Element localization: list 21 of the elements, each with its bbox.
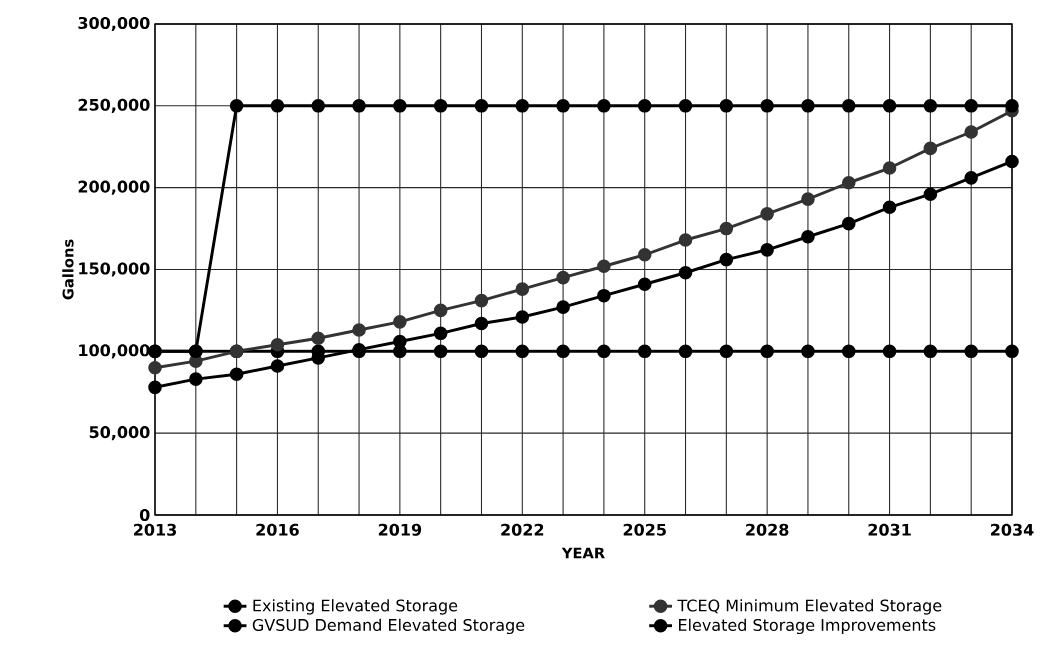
legend-label: Elevated Storage Improvements xyxy=(679,618,936,635)
x-tick-label: 2028 xyxy=(746,523,789,536)
x-tick-label: 2034 xyxy=(991,523,1034,536)
y-tick-label: 150,000 xyxy=(79,262,150,277)
legend-label: Existing Elevated Storage xyxy=(253,599,458,615)
x-axis-title: YEAR xyxy=(561,547,605,559)
y-tick-label: 200,000 xyxy=(78,180,150,195)
legend-label: GVSUD Demand Elevated Storage xyxy=(252,618,525,635)
x-tick-label: 2031 xyxy=(868,523,911,536)
x-tick-label: 2025 xyxy=(623,523,666,536)
y-tick-label: 250,000 xyxy=(78,98,150,113)
x-tick-label: 2016 xyxy=(256,523,299,536)
x-tick-label: 2013 xyxy=(134,523,176,536)
x-tick-label: 2022 xyxy=(501,523,544,536)
y-tick-label: 50,000 xyxy=(89,426,150,441)
y-tick-label: 300,000 xyxy=(78,16,150,32)
y-axis-title: Gallons xyxy=(62,239,74,300)
y-tick-label: 100,000 xyxy=(79,344,150,359)
x-tick-label: 2019 xyxy=(378,523,422,536)
legend-label: TCEQ Minimum Elevated Storage xyxy=(677,599,942,615)
y-tick-label: 0 xyxy=(139,508,150,522)
